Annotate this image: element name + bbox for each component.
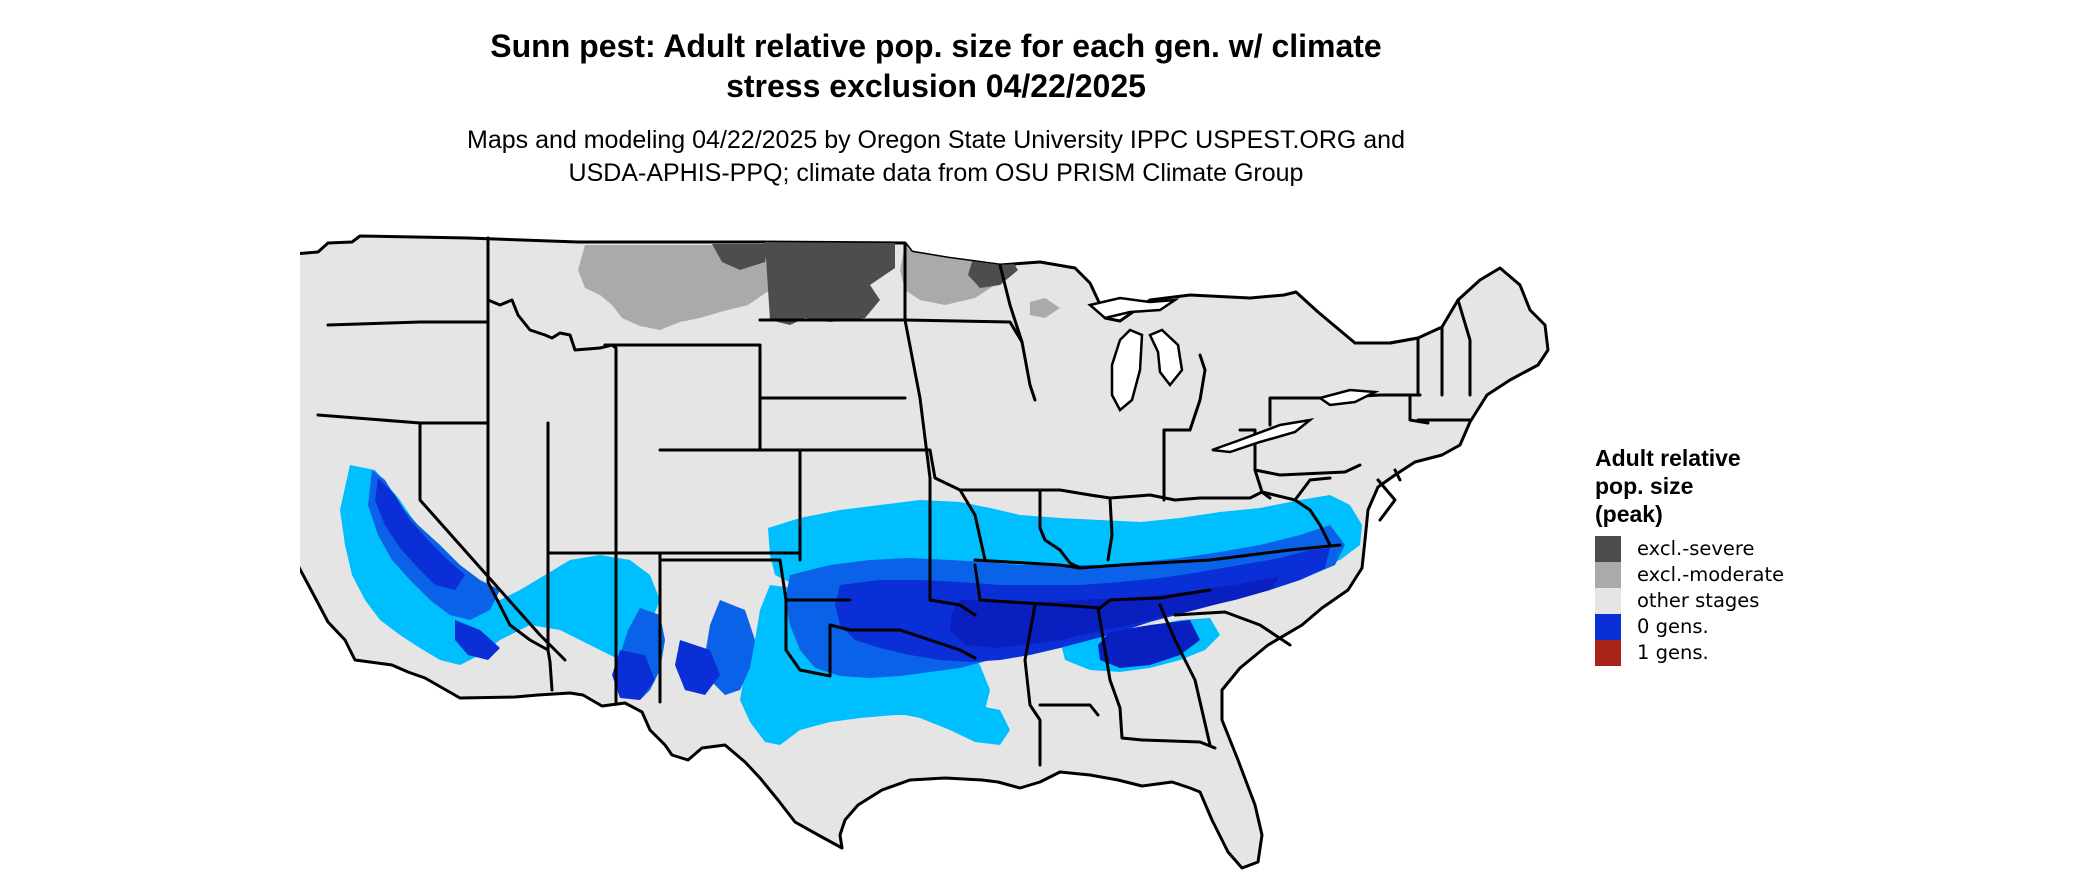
gens0-deep-zones <box>950 576 1280 668</box>
map-subtitle-line-1: Maps and modeling 04/22/2025 by Oregon S… <box>467 126 1405 154</box>
great-lakes <box>1087 296 1380 454</box>
map-subtitle-line-2: USDA-APHIS-PPQ; climate data from OSU PR… <box>568 159 1304 187</box>
legend-label-1-gens: 1 gens. <box>1637 641 1709 664</box>
legend-label-0-gens: 0 gens. <box>1637 615 1709 638</box>
legend-swatch-other-stages <box>1595 588 1621 614</box>
map-title-line-1: Sunn pest: Adult relative pop. size for … <box>490 28 1382 64</box>
legend-title-line-1: Adult relative <box>1595 445 1741 471</box>
state-borders <box>316 236 1472 767</box>
legend-swatch-excl-moderate <box>1595 562 1621 588</box>
legend-label-excl-severe: excl.-severe <box>1637 537 1755 560</box>
legend-swatch-excl-severe <box>1595 536 1621 562</box>
legend-title: Adult relative pop. size (peak) <box>1595 444 1815 528</box>
legend-label-other-stages: other stages <box>1637 589 1760 612</box>
legend-title-line-2: pop. size <box>1595 473 1694 499</box>
legend-title-line-3: (peak) <box>1595 501 1663 527</box>
legend-swatch-1-gens <box>1595 640 1621 666</box>
us-map <box>300 234 1550 870</box>
legend-label-excl-moderate: excl.-moderate <box>1637 563 1785 586</box>
map-title-line-2: stress exclusion 04/22/2025 <box>726 68 1146 104</box>
legend-swatch-0-gens <box>1595 614 1621 640</box>
